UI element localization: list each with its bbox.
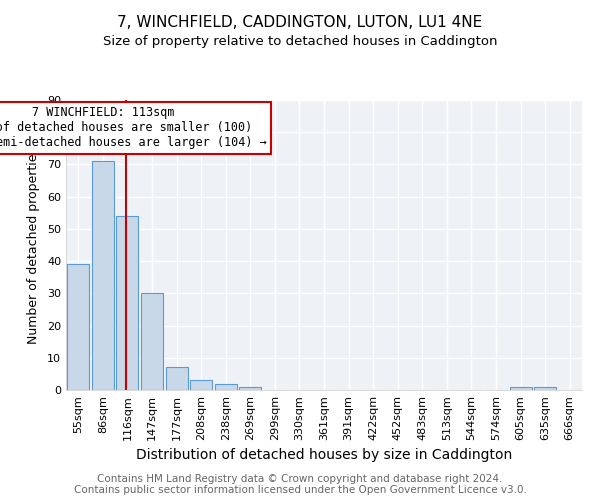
Bar bbox=[92, 161, 114, 390]
Bar bbox=[141, 294, 163, 390]
X-axis label: Distribution of detached houses by size in Caddington: Distribution of detached houses by size … bbox=[136, 448, 512, 462]
Bar bbox=[534, 387, 556, 390]
Bar bbox=[509, 387, 532, 390]
Bar bbox=[166, 368, 188, 390]
Bar bbox=[239, 387, 262, 390]
Text: Contains public sector information licensed under the Open Government Licence v3: Contains public sector information licen… bbox=[74, 485, 526, 495]
Text: Size of property relative to detached houses in Caddington: Size of property relative to detached ho… bbox=[103, 35, 497, 48]
Bar bbox=[116, 216, 139, 390]
Text: 7 WINCHFIELD: 113sqm
← 49% of detached houses are smaller (100)
50% of semi-deta: 7 WINCHFIELD: 113sqm ← 49% of detached h… bbox=[0, 106, 267, 150]
Y-axis label: Number of detached properties: Number of detached properties bbox=[27, 146, 40, 344]
Text: 7 WINCHFIELD: 113sqm: 7 WINCHFIELD: 113sqm bbox=[19, 105, 162, 118]
Bar bbox=[215, 384, 237, 390]
Text: 7, WINCHFIELD, CADDINGTON, LUTON, LU1 4NE: 7, WINCHFIELD, CADDINGTON, LUTON, LU1 4N… bbox=[118, 15, 482, 30]
Bar bbox=[67, 264, 89, 390]
Bar bbox=[190, 380, 212, 390]
Text: Contains HM Land Registry data © Crown copyright and database right 2024.: Contains HM Land Registry data © Crown c… bbox=[97, 474, 503, 484]
